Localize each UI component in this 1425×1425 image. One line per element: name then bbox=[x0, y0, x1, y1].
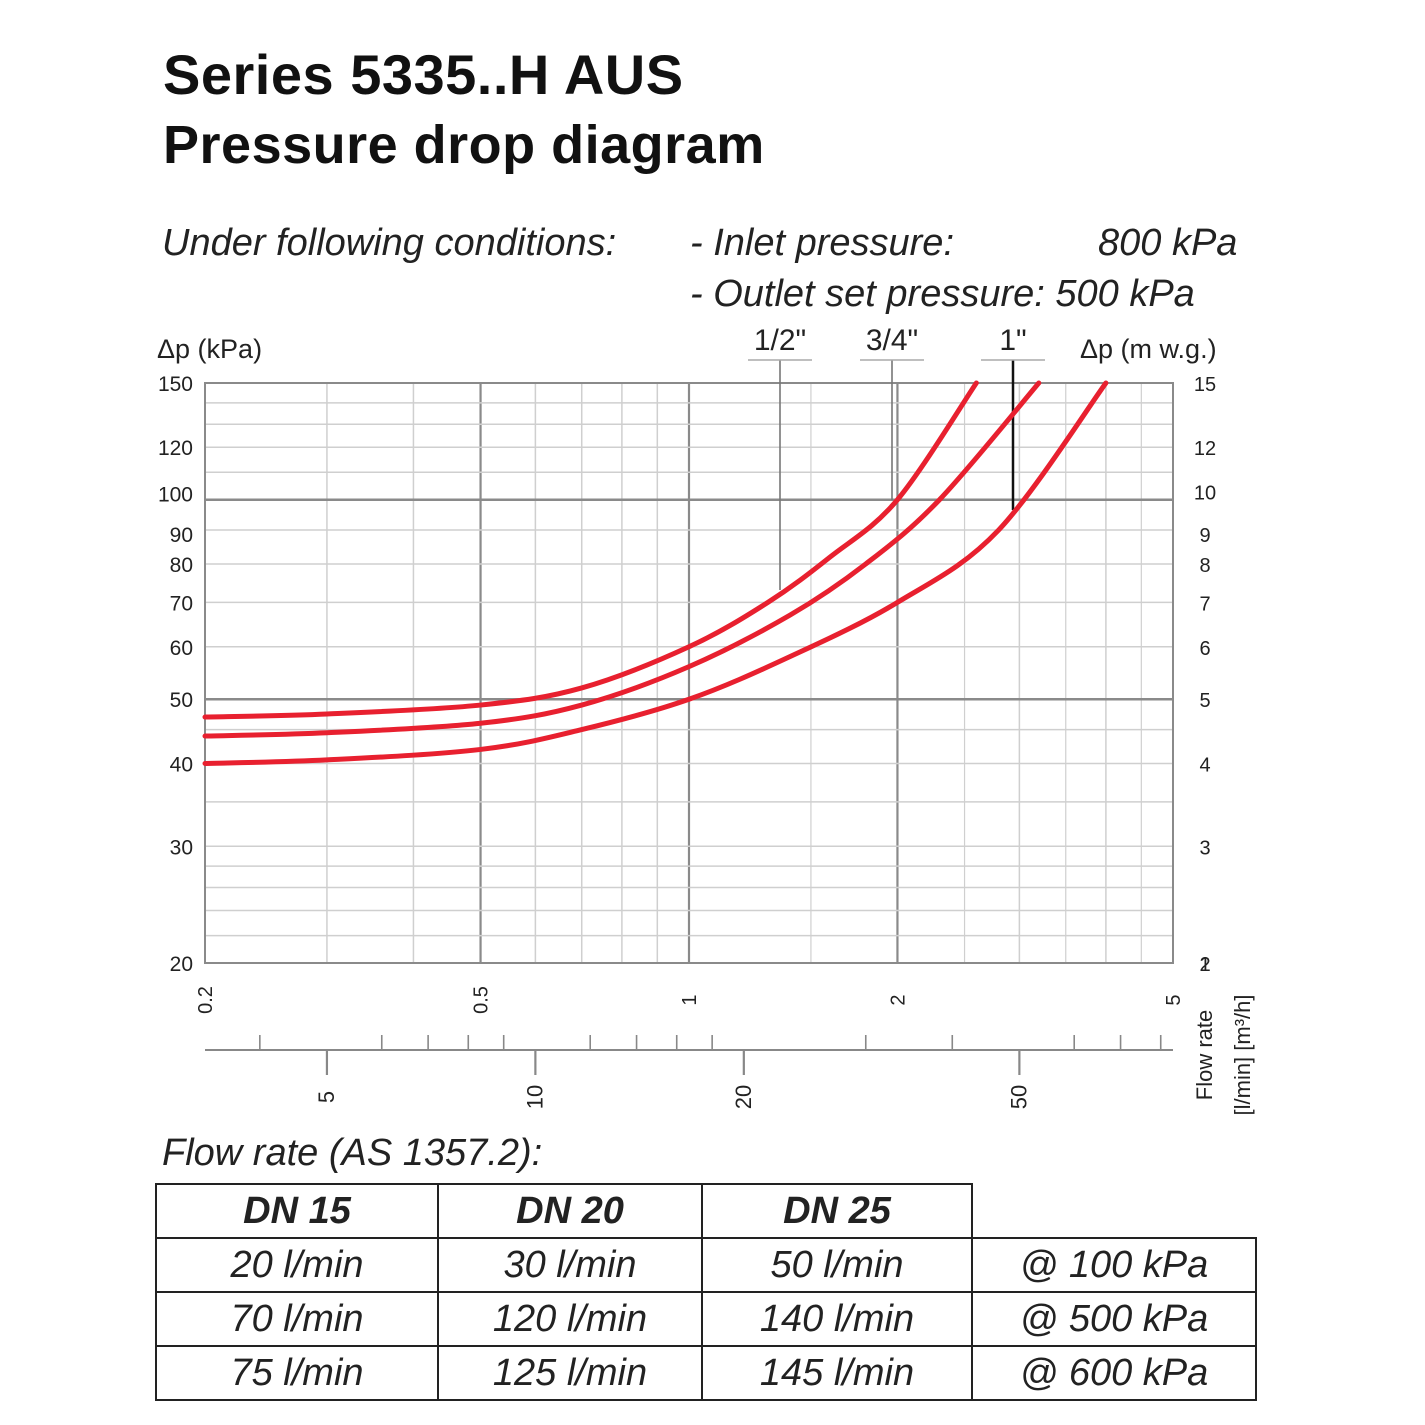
x-tick-m3h-text: 5 bbox=[1163, 994, 1185, 1005]
chart-labels: 1/2" 3/4" 1" Δp (kPa) Δp (m w.g.) 20 30 40 50 60 7… bbox=[157, 324, 1255, 1116]
y-tick-right: 2 bbox=[1199, 954, 1210, 976]
header-dn20: DN 20 bbox=[437, 1183, 702, 1238]
inlet-pressure-value: 800 kPa bbox=[1098, 222, 1238, 264]
y-tick-right: 8 bbox=[1199, 555, 1210, 577]
y-tick-right: 3 bbox=[1199, 837, 1210, 859]
cell-r1-dn20: 30 l/min bbox=[437, 1237, 702, 1292]
inlet-pressure-label: - Inlet pressure: bbox=[690, 222, 954, 264]
y-tick-left: 40 bbox=[170, 753, 193, 776]
header-dn25: DN 25 bbox=[701, 1183, 973, 1238]
x-tick-lmin: 20 bbox=[731, 1085, 756, 1109]
chart-grid bbox=[204, 359, 1174, 964]
flow-rate-title: Flow rate (AS 1357.2): bbox=[162, 1132, 543, 1174]
x-tick-lmin-text: 50 bbox=[1006, 1085, 1031, 1109]
y-tick-right: 6 bbox=[1199, 638, 1210, 660]
flow-rate-caption-units: [l/min] [m³/h] bbox=[1230, 994, 1255, 1115]
cell-r3-dn20: 125 l/min bbox=[437, 1345, 702, 1401]
pressure-drop-chart: 1/2" 3/4" 1" Δp (kPa) Δp (m w.g.) 20 30 40 50 60 7… bbox=[157, 324, 1255, 1116]
x-tick-m3h-text: 0.5 bbox=[471, 986, 493, 1014]
x-tick-m3h: 5 bbox=[1163, 994, 1185, 1005]
cell-r2-pressure: @ 500 kPa bbox=[971, 1291, 1257, 1346]
cell-r1-pressure: @ 100 kPa bbox=[971, 1237, 1257, 1292]
cell-r1-dn15: 20 l/min bbox=[155, 1237, 438, 1292]
x-tick-m3h: 1 bbox=[679, 994, 701, 1005]
y-tick-right: 10 bbox=[1194, 483, 1216, 505]
y-tick-left: 30 bbox=[170, 836, 193, 859]
cell-r2-dn25: 140 l/min bbox=[701, 1291, 972, 1346]
x-tick-m3h: 0.2 bbox=[195, 986, 217, 1014]
x-tick-m3h: 2 bbox=[887, 994, 909, 1005]
x-tick-lmin: 50 bbox=[1006, 1085, 1031, 1109]
y-tick-left: 90 bbox=[170, 524, 193, 547]
chart-title: Series 5335..H AUS bbox=[163, 43, 684, 106]
x-tick-lmin-text: 20 bbox=[731, 1085, 756, 1109]
y-tick-left: 150 bbox=[158, 373, 193, 396]
y-tick-right: 12 bbox=[1194, 438, 1216, 460]
outlet-set-pressure: - Outlet set pressure: 500 kPa bbox=[690, 273, 1195, 315]
y-tick-left: 70 bbox=[170, 592, 193, 615]
x-tick-lmin: 10 bbox=[522, 1085, 547, 1109]
chart-subtitle: Pressure drop diagram bbox=[163, 115, 765, 175]
y-tick-right: 5 bbox=[1199, 690, 1210, 712]
x-tick-lmin-text: 10 bbox=[522, 1085, 547, 1109]
flow-rate-caption-label: Flow rate bbox=[1192, 1010, 1217, 1100]
x-tick-m3h-text: 0.2 bbox=[195, 986, 217, 1014]
cell-r2-dn15: 70 l/min bbox=[155, 1291, 438, 1346]
y-tick-left: 50 bbox=[170, 689, 193, 712]
curve-1 bbox=[202, 380, 979, 720]
conditions-intro: Under following conditions: bbox=[162, 222, 617, 264]
y-tick-right: 7 bbox=[1199, 593, 1210, 615]
y-tick-right: 9 bbox=[1199, 525, 1210, 547]
cell-r1-dn25: 50 l/min bbox=[701, 1237, 972, 1292]
cell-r2-dn20: 120 l/min bbox=[437, 1291, 702, 1346]
cell-r3-dn25: 145 l/min bbox=[701, 1345, 972, 1401]
y-tick-left: 120 bbox=[158, 437, 193, 460]
x-tick-m3h: 0.5 bbox=[471, 986, 493, 1014]
y-axis-label-left: Δp (kPa) bbox=[157, 334, 262, 364]
x-tick-m3h-text: 2 bbox=[887, 994, 909, 1005]
header-dn15: DN 15 bbox=[155, 1183, 438, 1238]
size-label: 1/2" bbox=[754, 324, 806, 357]
cell-r3-dn15: 75 l/min bbox=[155, 1345, 438, 1401]
y-tick-left: 60 bbox=[170, 637, 193, 660]
flow-rate-axis-caption-units: [l/min] [m³/h] bbox=[1230, 994, 1255, 1115]
flow-rate-table: DN 15 DN 20 DN 25 20 l/min 30 l/min 50 l… bbox=[155, 1183, 1257, 1401]
x-tick-lmin: 5 bbox=[314, 1091, 339, 1103]
curve-2 bbox=[202, 380, 1042, 739]
x-tick-m3h-text: 1 bbox=[679, 994, 701, 1005]
chart-curves bbox=[202, 380, 1109, 766]
y-tick-right: 1 bbox=[1199, 954, 1210, 976]
x-tick-lmin-text: 5 bbox=[314, 1091, 339, 1103]
plot-frame bbox=[204, 382, 1174, 964]
cell-r3-pressure: @ 600 kPa bbox=[971, 1345, 1257, 1401]
y-tick-left: 100 bbox=[158, 484, 193, 507]
y-tick-right: 4 bbox=[1199, 754, 1210, 776]
curve-3 bbox=[202, 380, 1109, 766]
flow-rate-axis-caption: Flow rate bbox=[1192, 1010, 1217, 1100]
y-tick-left: 20 bbox=[170, 953, 193, 976]
y-axis-label-right: Δp (m w.g.) bbox=[1080, 334, 1217, 364]
size-label: 1" bbox=[999, 324, 1026, 357]
y-tick-right: 15 bbox=[1194, 374, 1216, 396]
header-empty bbox=[972, 1184, 1256, 1238]
y-tick-left: 80 bbox=[170, 554, 193, 577]
size-label: 3/4" bbox=[866, 324, 918, 357]
